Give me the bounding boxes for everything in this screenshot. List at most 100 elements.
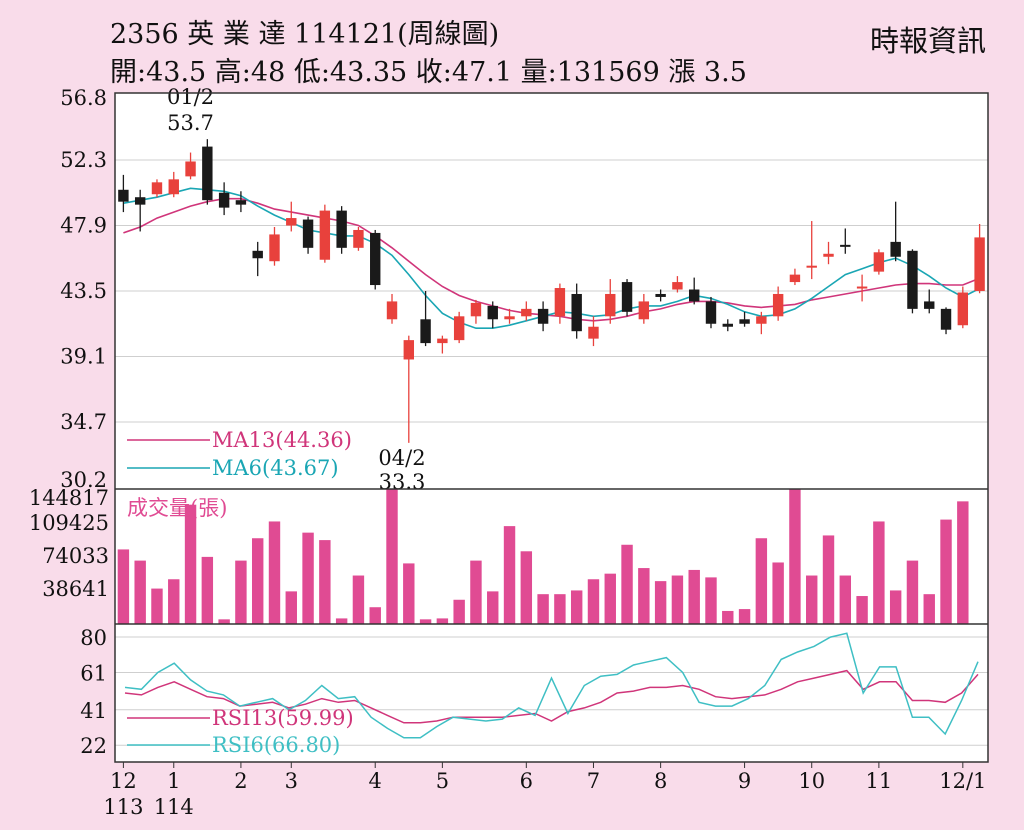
volume-bar [453, 599, 465, 624]
rsi-tick-label: 22 [80, 734, 107, 758]
price-tick-label: 52.3 [60, 148, 107, 172]
volume-bar [151, 588, 163, 624]
volume-bar [537, 594, 549, 624]
volume-title: 成交量(張) [127, 496, 227, 520]
legend-label: RSI13(59.99) [212, 706, 354, 730]
candle-body [789, 274, 801, 283]
volume-bar [319, 540, 331, 624]
candle-body [168, 179, 179, 195]
candle-body [924, 301, 935, 309]
candle-body [286, 218, 297, 226]
volume-bar [235, 560, 247, 624]
source-label: 時報資訊 [869, 24, 986, 58]
volume-bar [772, 562, 784, 624]
candle-body [873, 252, 885, 272]
candle-body [420, 319, 431, 344]
x-tick-label: 10 [798, 769, 825, 793]
candle-body [806, 265, 817, 268]
volume-tick-label: 38641 [42, 577, 109, 601]
candle-body [134, 197, 146, 205]
rsi6-line [124, 632, 979, 739]
x-tick-label: 1 [167, 769, 180, 793]
volume-bar [671, 575, 684, 624]
volume-bar [940, 519, 952, 624]
volume-bar [285, 591, 297, 624]
ma6-line [123, 187, 980, 330]
volume-bar [604, 573, 616, 624]
candle-body [823, 253, 834, 257]
volume-bar [755, 538, 768, 624]
volume-bar [638, 568, 650, 624]
candle-body [756, 316, 767, 324]
candle-body [487, 305, 498, 320]
candle-body [235, 200, 247, 205]
x-tick-label: 8 [654, 769, 667, 793]
candle-body [856, 286, 868, 289]
candle-body [672, 282, 683, 290]
volume-bar [335, 618, 348, 624]
candle-body [521, 308, 532, 317]
legend-label: RSI6(66.80) [212, 733, 340, 757]
volume-bar [923, 594, 935, 624]
volume-bar [789, 489, 801, 624]
x-tick-label: 5 [436, 769, 449, 793]
rsi-tick-label: 61 [80, 661, 107, 685]
candle-body [705, 301, 717, 324]
candle-body [437, 338, 448, 344]
candle-body [722, 323, 733, 327]
volume-bar [806, 575, 818, 624]
candle-body [370, 232, 381, 286]
candle-body [185, 161, 196, 177]
volume-bar [722, 610, 734, 624]
x-tick-year: 114 [154, 795, 194, 819]
rsi13-line [124, 669, 979, 724]
candle-body [571, 293, 582, 332]
volume-bar [251, 538, 264, 624]
volume-bar [268, 521, 281, 624]
candle-body [605, 293, 616, 317]
volume-bar [889, 590, 902, 624]
x-tick-label: 4 [369, 769, 382, 793]
volume-bar [856, 596, 868, 624]
candle-body [252, 250, 263, 259]
x-tick-label: 11 [866, 769, 893, 793]
price-tick-label: 39.1 [60, 345, 107, 369]
price-tick-label: 56.8 [60, 86, 107, 110]
candle-body [739, 319, 750, 324]
price-tick-label: 43.5 [60, 279, 107, 303]
candle-body [202, 146, 213, 201]
volume-bar [587, 579, 600, 624]
volume-bar [403, 563, 415, 624]
candle-body [621, 282, 633, 312]
volume-bar [369, 607, 381, 624]
volume-bar [436, 618, 449, 624]
price-tick-label: 34.7 [60, 410, 107, 434]
volume-bar [554, 594, 566, 624]
candle-body [336, 210, 347, 248]
quote-line: 開:43.5 高:48 低:43.35 收:47.1 量:131569 漲 3.… [110, 57, 747, 88]
volume-bar [117, 549, 130, 624]
chart-title: 2356 英 業 達 114121(周線圖) [110, 19, 500, 50]
annotation-date: 04/2 [378, 446, 425, 470]
volume-bar [134, 560, 146, 624]
candle-body [772, 293, 784, 317]
volume-tick-label: 144817 [29, 486, 109, 510]
volume-tick-label: 74033 [42, 544, 109, 568]
legend-label: MA6(43.67) [212, 456, 339, 480]
candle-body [688, 289, 700, 302]
volume-bar [302, 532, 314, 624]
x-tick-label: 12/1 [939, 769, 986, 793]
price-tick-label: 47.9 [60, 213, 107, 237]
candle-body [453, 316, 465, 341]
volume-bar [352, 575, 365, 624]
candle-body [386, 301, 398, 320]
legend-label: MA13(44.36) [212, 428, 352, 452]
x-tick-label: 12 [110, 769, 137, 793]
candle-body [554, 288, 566, 317]
candle-body [537, 308, 549, 324]
volume-tick-label: 109425 [29, 511, 109, 535]
volume-bar [470, 560, 482, 624]
volume-bar [906, 560, 919, 624]
volume-bar [822, 535, 835, 624]
